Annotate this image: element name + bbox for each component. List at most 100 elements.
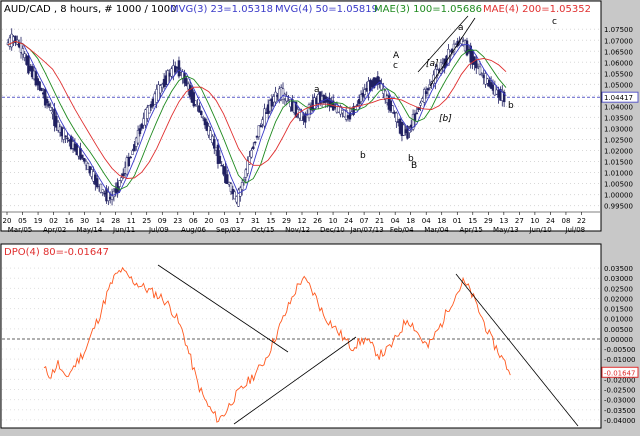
oscillator-y-tick-label: -0.01000	[604, 356, 635, 364]
oscillator-y-tick-label: 0.02000	[604, 295, 633, 303]
price-x-tick-label: 31	[251, 217, 260, 225]
price-candle-body	[257, 125, 261, 138]
wave-label: b	[408, 154, 414, 164]
dpo-line	[43, 266, 511, 423]
price-candle-body	[185, 78, 188, 87]
price-x-month-label: Dec/10	[320, 226, 345, 234]
price-candle-body	[21, 48, 25, 55]
price-candle-body	[107, 192, 110, 201]
price-x-tick-label: 21	[375, 217, 384, 225]
price-candle-body	[307, 104, 311, 119]
price-candle-body	[201, 116, 205, 119]
price-x-tick-label: 10	[329, 217, 338, 225]
oscillator-y-tick-label: -0.03000	[604, 397, 635, 405]
price-x-tick-label: 01	[453, 217, 462, 225]
price-x-tick-label: 18	[437, 217, 446, 225]
wave-label: b	[360, 151, 366, 161]
symbol-label: AUD/CAD , 8 hours, # 1000 / 1000	[4, 4, 177, 15]
price-x-month-label: Mar/05	[8, 226, 32, 234]
price-x-tick-label: 07	[360, 217, 369, 225]
price-candle-body	[422, 89, 426, 103]
price-title: AUD/CAD , 8 hours, # 1000 / 1000 MVG(3) …	[4, 4, 591, 15]
price-candles	[6, 28, 506, 207]
price-candle-body	[237, 189, 240, 207]
price-x-month-label: Apr/02	[43, 226, 66, 234]
price-x-tick-label: 29	[282, 217, 291, 225]
wave-label: a	[458, 23, 464, 33]
price-x-tick-label: 28	[111, 217, 120, 225]
price-y-tick-label: 1.00500	[604, 181, 633, 189]
price-x-tick-label: 04	[391, 217, 400, 225]
wave-label: [b]	[439, 114, 452, 124]
price-x-tick-label: 29	[484, 217, 493, 225]
price-candle-body	[55, 116, 58, 128]
current-price-label: 1.04417	[604, 94, 633, 102]
wave-label: A	[393, 51, 400, 61]
price-x-tick-label: 04	[422, 217, 431, 225]
price-candle-body	[62, 128, 65, 140]
price-candle-body	[480, 73, 484, 75]
price-candle-body	[250, 150, 253, 158]
price-x-tick-label: 02	[49, 217, 58, 225]
price-x-tick-label: 16	[65, 217, 74, 225]
price-candle-body	[38, 81, 41, 90]
price-x-tick-label: 05	[18, 217, 27, 225]
price-candle-body	[465, 40, 469, 56]
price-candle-body	[263, 108, 266, 127]
price-x-month-label: Jun/11	[112, 226, 135, 234]
price-candle-body	[27, 55, 30, 74]
wave-label: b	[508, 101, 514, 111]
price-candle-body	[138, 128, 142, 135]
price-candle-body	[253, 141, 257, 144]
price-candle-body	[49, 107, 52, 111]
price-candle-body	[478, 66, 482, 75]
price-x-month-label: Jul/09	[148, 226, 169, 234]
price-x-month-label: Aug/06	[181, 226, 206, 234]
price-candle-body	[424, 91, 428, 94]
price-x-tick-label: 19	[34, 217, 43, 225]
price-x-tick-label: 15	[266, 217, 275, 225]
price-candle-body	[391, 105, 394, 113]
price-y-tick-label: 1.05500	[604, 70, 633, 78]
price-x-month-label: Jun/10	[528, 226, 551, 234]
price-channel-line	[417, 15, 469, 73]
price-candle-body	[131, 150, 134, 155]
price-candle-body	[274, 91, 277, 103]
price-moving-averages	[7, 40, 507, 197]
price-candle-body	[229, 183, 233, 192]
oscillator-panel[interactable]	[0, 243, 602, 429]
price-candle-body	[101, 189, 105, 193]
price-candle-body	[216, 144, 220, 164]
price-x-tick-label: 26	[313, 217, 322, 225]
price-y-tick-label: 1.04000	[604, 103, 633, 111]
price-x-tick-label: 23	[173, 217, 182, 225]
price-x-month-label: Sep/03	[216, 226, 240, 234]
price-x-tick-label: 30	[80, 217, 89, 225]
oscillator-y-tick-label: 0.01500	[604, 306, 633, 314]
price-candle-body	[233, 191, 236, 200]
price-x-tick-label: 20	[204, 217, 213, 225]
oscillator-y-tick-label: 0.02500	[604, 285, 633, 293]
price-x-month-label: Jan/07/13	[349, 226, 383, 234]
oscillator-y-tick-label: 0.03500	[604, 265, 633, 273]
price-x-month-label: May/14	[77, 226, 103, 234]
price-x-tick-label: 03	[220, 217, 229, 225]
price-candle-body	[40, 88, 43, 92]
price-x-tick-label: 17	[235, 217, 244, 225]
price-candle-body	[121, 173, 125, 177]
price-x-tick-label: 18	[406, 217, 415, 225]
price-candle-body	[231, 188, 235, 195]
oscillator-title: DPO(4) 80=-0.01647	[4, 247, 109, 258]
price-candle-body	[383, 90, 387, 100]
price-y-axis: 0.99500 1.00000 1.00500 1.01000 1.01500 1.020…	[601, 26, 639, 211]
price-x-month-label: Feb/04	[390, 226, 414, 234]
price-candle-body	[14, 35, 17, 44]
price-x-tick-label: 10	[530, 217, 539, 225]
price-candle-body	[47, 103, 51, 107]
price-candle-body	[198, 105, 201, 113]
wave-label: B	[411, 161, 417, 171]
ma-mid-line	[7, 40, 507, 191]
wave-label: c	[393, 61, 398, 71]
price-candle-body	[95, 178, 99, 188]
